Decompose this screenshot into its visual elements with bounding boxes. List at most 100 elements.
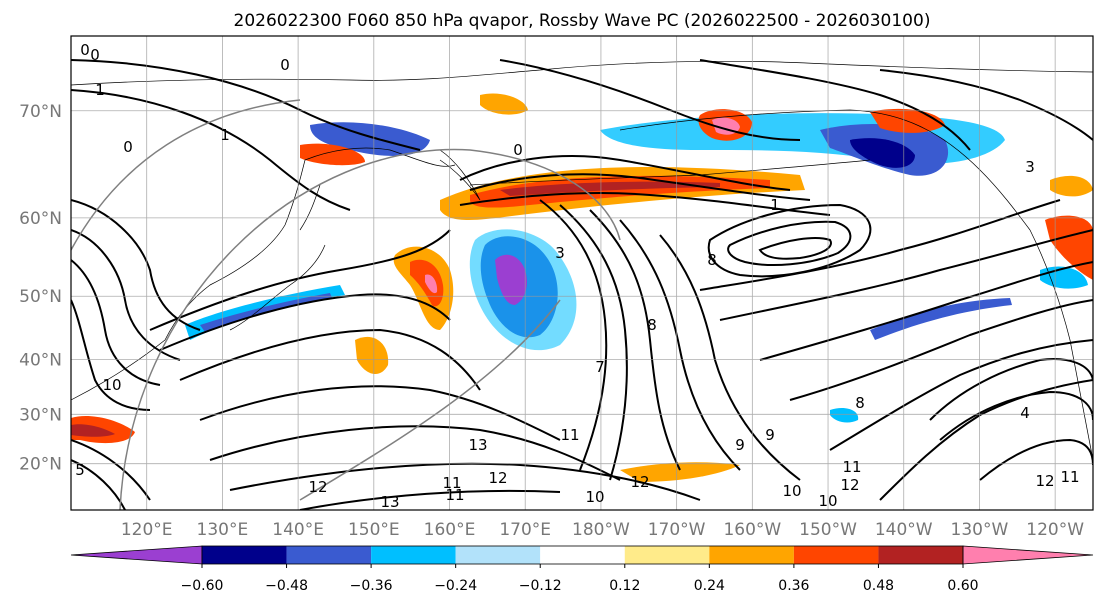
contour-line [71,439,151,501]
map-frame [70,35,1094,511]
colorbar-tick-label: −0.60 [181,578,224,594]
contour-label: 11 [560,426,579,444]
colorbar-extend-high [962,545,1094,565]
contour-label: 13 [468,436,487,454]
colorbar-extend-low [70,545,203,565]
contour-line [879,379,1093,501]
contour-label: 12 [630,473,649,491]
contour-line [539,199,608,471]
colorbar-segment [793,546,879,564]
north-america-coast [1029,229,1093,461]
contour-label: 8 [855,394,865,412]
map-background [71,36,1093,510]
colorbar-frame [201,545,964,565]
midlat-positive [480,93,528,115]
lat-tick-label: 60°N [19,209,62,229]
contour-label: 11 [442,474,461,492]
contour-label: 0 [513,141,523,159]
contour-line [71,459,126,510]
colorbar-segment [371,546,456,564]
lon-tick-label: 170°E [499,520,551,540]
contour-line [759,261,1093,361]
colorbar-segment [286,546,372,564]
colorbar-tick-label: 0.60 [947,578,978,594]
lat-tick-label: 20°N [19,455,62,475]
longitude-labels: 120°E 130°E 140°E 150°E 160°E 170°E 180°W 170°W… [121,520,1084,540]
contour-label: 11 [445,486,464,504]
lon-tick-label: 180°W [572,520,630,540]
contour-line [149,229,451,331]
lon-tick-label: 120°W [1026,520,1084,540]
contour-line [829,339,1093,451]
alaska-negative-navy [850,138,915,168]
contour-line [699,59,971,151]
contour-label: 11 [1060,468,1079,486]
contour-line [789,299,1093,401]
contour-line [71,229,181,361]
contour-label: 4 [1020,404,1030,422]
contour-label: 1 [220,126,230,144]
east-positive-orange [1050,175,1093,197]
contour-label: 1 [95,81,105,99]
contour-label: 1 [770,196,780,214]
colorbar-tick-label: 0.24 [694,578,725,594]
contour-label: 8 [707,251,717,269]
contour-line [758,237,832,260]
lon-tick-label: 150°W [799,520,857,540]
contour-line [71,199,201,331]
colorbar-segment [540,546,625,564]
contour-label: 9 [735,436,745,454]
alaska-coast [619,109,1031,231]
tropical-orange-1 [620,462,740,482]
colorbar-segment [202,546,287,564]
lon-tick-label: 160°E [424,520,476,540]
contour-line [727,220,852,266]
lat-tick-label: 30°N [19,405,62,425]
contour-label: 10 [102,376,121,394]
contour-line [71,299,151,411]
japan-islands [229,184,326,331]
contour-label: 12 [840,476,859,494]
contour-label: 10 [818,492,837,510]
range-rings [71,99,621,510]
contour-label: 0 [123,138,133,156]
range-ring-arc [71,99,301,251]
lon-tick-label: 150°E [348,520,400,540]
east-negative-streak [870,298,1012,340]
contour-line [699,199,1061,291]
contour-label: 3 [1025,158,1035,176]
colorbar-tick-label: 0.12 [609,578,640,594]
contour-line [229,462,701,501]
contour-label: 12 [1035,472,1054,490]
contour-label: 11 [842,458,861,476]
contour-line [159,293,451,351]
range-ring-arc [119,148,621,510]
contour-line [589,209,681,471]
positive-lobe-pink [425,274,438,294]
latitude-labels: 20°N 30°N 40°N 50°N 60°N 70°N [19,102,62,475]
positive-band-darkred [500,181,720,196]
kamchatka [439,149,481,201]
pc-contours [71,59,1093,510]
lat-tick-label: 50°N [19,287,62,307]
colorbar-segment [709,546,794,564]
lon-tick-label: 130°W [951,520,1009,540]
contour-line [939,390,1093,441]
colorbar-segment [878,546,963,564]
colorbar-segment [624,546,710,564]
contour-label: 5 [75,461,85,479]
contour-label: 0 [90,46,100,64]
contour-label: 12 [488,469,507,487]
asia-coast [71,147,456,401]
lat-tick-label: 40°N [19,351,62,371]
colorbar-tick-label: −0.24 [434,578,477,594]
colorbar-tick-label: −0.12 [519,578,562,594]
contour-line [469,173,811,201]
colorbar: −0.60 −0.48 −0.36 −0.24 −0.12 0.12 0.24 0.36 0.4… [70,545,1094,594]
lon-tick-label: 170°W [648,520,706,540]
contour-label: 9 [765,426,775,444]
contour-line [71,59,421,151]
